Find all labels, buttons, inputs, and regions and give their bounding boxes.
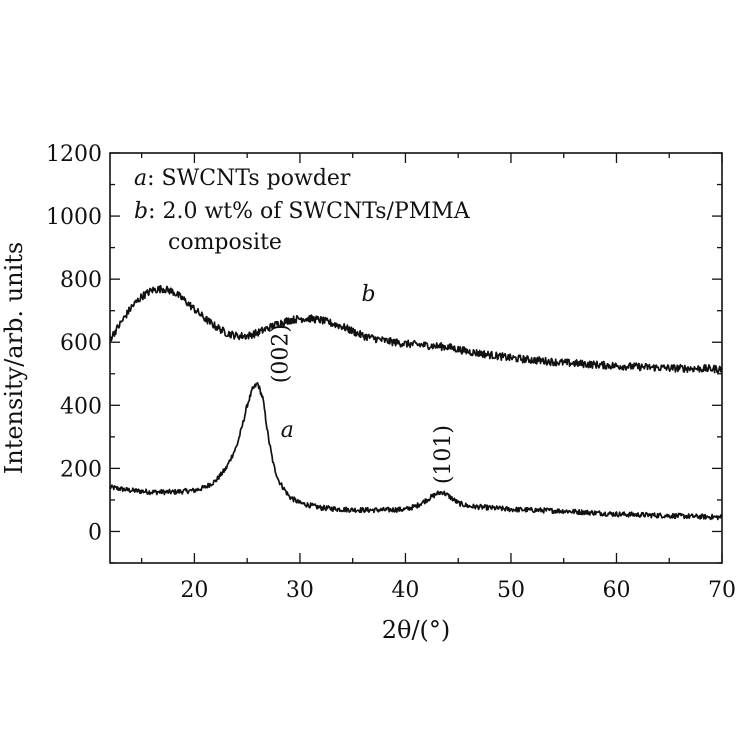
plot-frame — [109, 152, 723, 564]
legend-entry-a: a: SWCNTs powder — [134, 166, 351, 191]
x-tick-label: 50 — [497, 578, 525, 603]
x-tick-label: 20 — [180, 578, 208, 603]
y-tick-label: 1000 — [46, 205, 102, 230]
y-tick-label: 0 — [88, 520, 102, 545]
x-tick-label: 70 — [708, 578, 736, 603]
legend-key-a: a — [134, 166, 147, 191]
y-axis-title: Intensity/arb. units — [0, 242, 28, 474]
x-tick-label: 40 — [391, 578, 419, 603]
legend: a: SWCNTs powder b: 2.0 wt% of SWCNTs/PM… — [134, 166, 471, 255]
peak-label-101: (101) — [431, 425, 456, 484]
series-label-a: a — [281, 418, 294, 443]
series-b-line — [109, 284, 723, 374]
annotation-layer: (002) (101) a b — [268, 282, 455, 484]
legend-entry-b-continuation: composite — [168, 230, 282, 255]
legend-text-a: : SWCNTs powder — [147, 166, 351, 191]
y-tick-label: 200 — [60, 457, 102, 482]
series-a-line — [109, 381, 723, 521]
series-layer — [109, 284, 723, 521]
y-tick-label: 1200 — [46, 142, 102, 167]
x-tick-label: 60 — [602, 578, 630, 603]
y-tick-label: 800 — [60, 268, 102, 293]
y-tick-label: 600 — [60, 331, 102, 356]
x-axis-title: 2θ/(°) — [382, 616, 451, 644]
y-tick-label: 400 — [60, 394, 102, 419]
peak-label-002: (002) — [268, 324, 293, 383]
x-tick-label: 30 — [286, 578, 314, 603]
legend-entry-b: b: 2.0 wt% of SWCNTs/PMMA — [134, 199, 471, 224]
axis-layer: 20 30 40 50 60 70 0 200 400 600 800 1000 1200 — [46, 142, 736, 603]
legend-text-b: : 2.0 wt% of SWCNTs/PMMA — [148, 199, 471, 224]
legend-key-b: b — [134, 199, 148, 224]
series-label-b: b — [361, 282, 375, 307]
